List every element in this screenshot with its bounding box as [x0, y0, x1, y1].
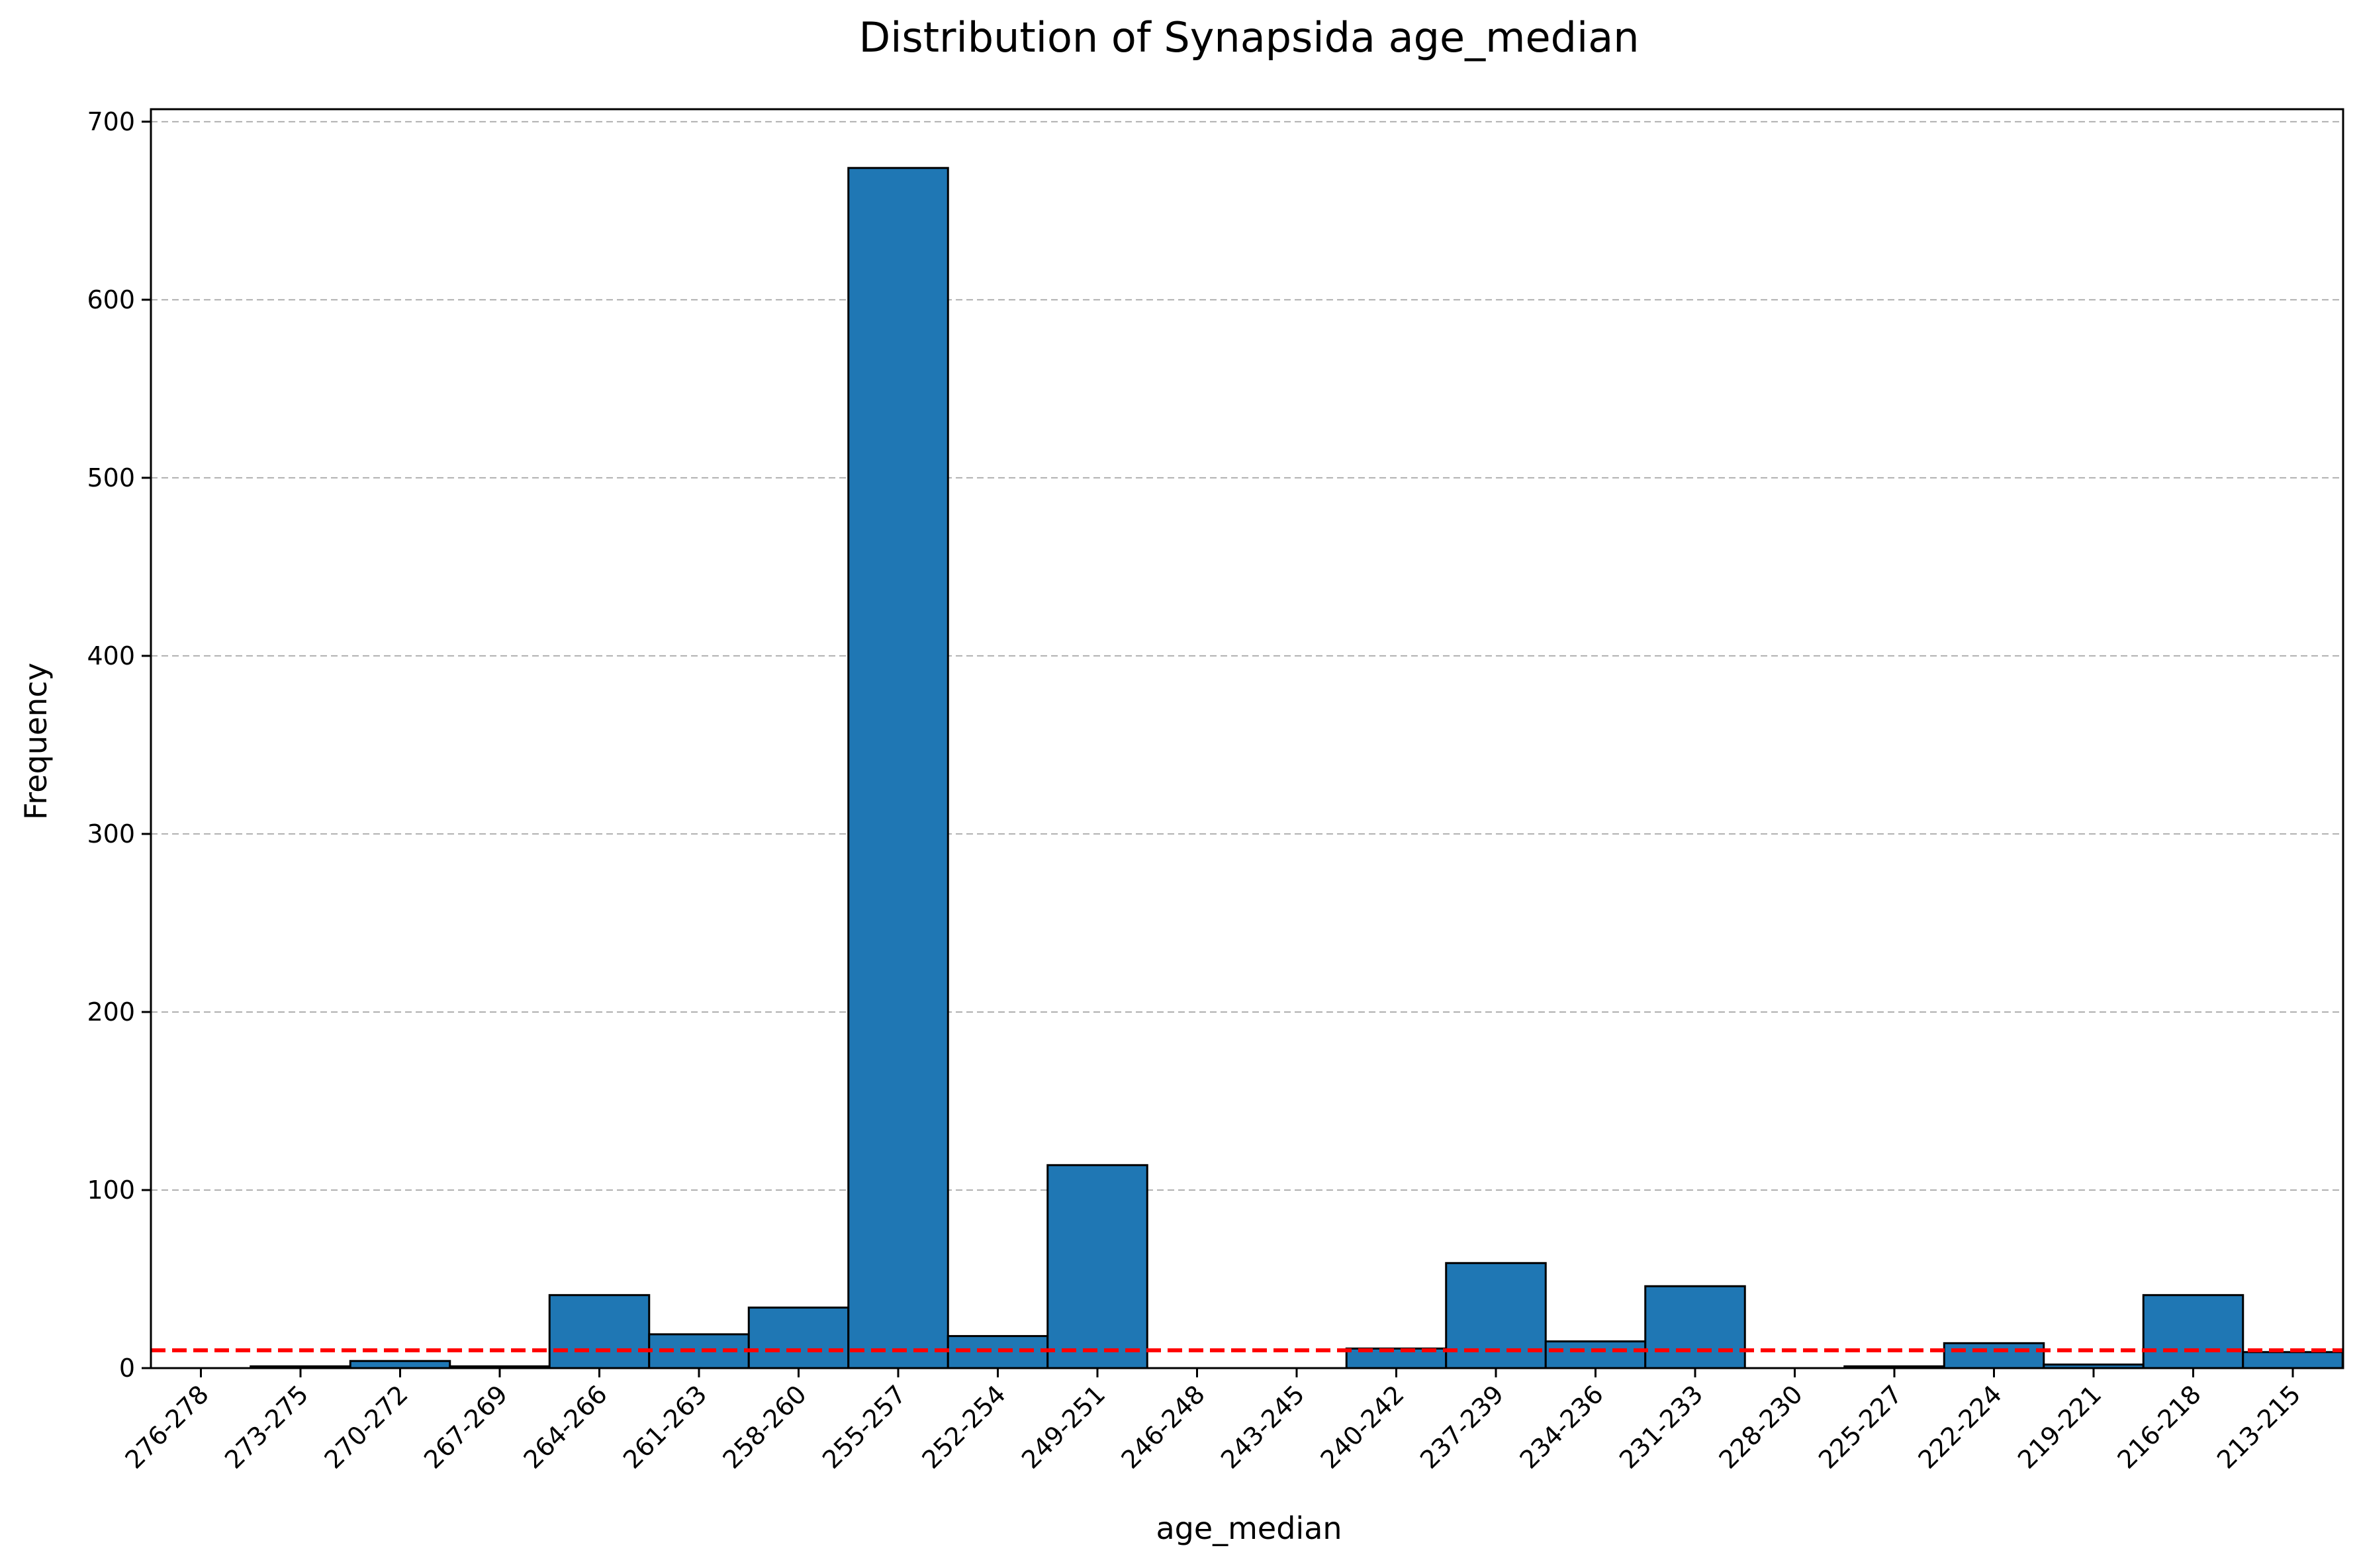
y-tick-label: 0	[119, 1354, 135, 1383]
y-tick-label: 700	[87, 107, 135, 136]
y-axis: 0 100 200 300 400 500 600 700	[87, 107, 151, 1383]
bar	[548, 1294, 651, 1369]
bar	[1544, 1340, 1647, 1369]
y-tick-label: 200	[87, 997, 135, 1027]
bars	[250, 167, 2344, 1369]
bar	[2242, 1351, 2344, 1369]
y-tick-label: 400	[87, 641, 135, 670]
bar	[349, 1360, 451, 1369]
plot-frame	[150, 108, 2344, 1369]
bar	[1445, 1262, 1547, 1369]
bar	[1644, 1285, 1746, 1369]
chart-title: Distribution of Synapsida age_median	[858, 13, 1639, 62]
y-tick-label: 600	[87, 285, 135, 314]
y-axis-label: Frequency	[18, 663, 54, 820]
bar	[1046, 1164, 1148, 1369]
bar	[1943, 1342, 2045, 1369]
y-tick-label: 300	[87, 819, 135, 849]
y-tick-label: 500	[87, 463, 135, 492]
bar	[2142, 1294, 2244, 1369]
y-tick-label: 100	[87, 1176, 135, 1205]
bar	[747, 1307, 850, 1369]
x-axis-label: age_median	[1156, 1510, 1342, 1546]
bar	[847, 167, 949, 1369]
gridlines	[151, 120, 2343, 1369]
